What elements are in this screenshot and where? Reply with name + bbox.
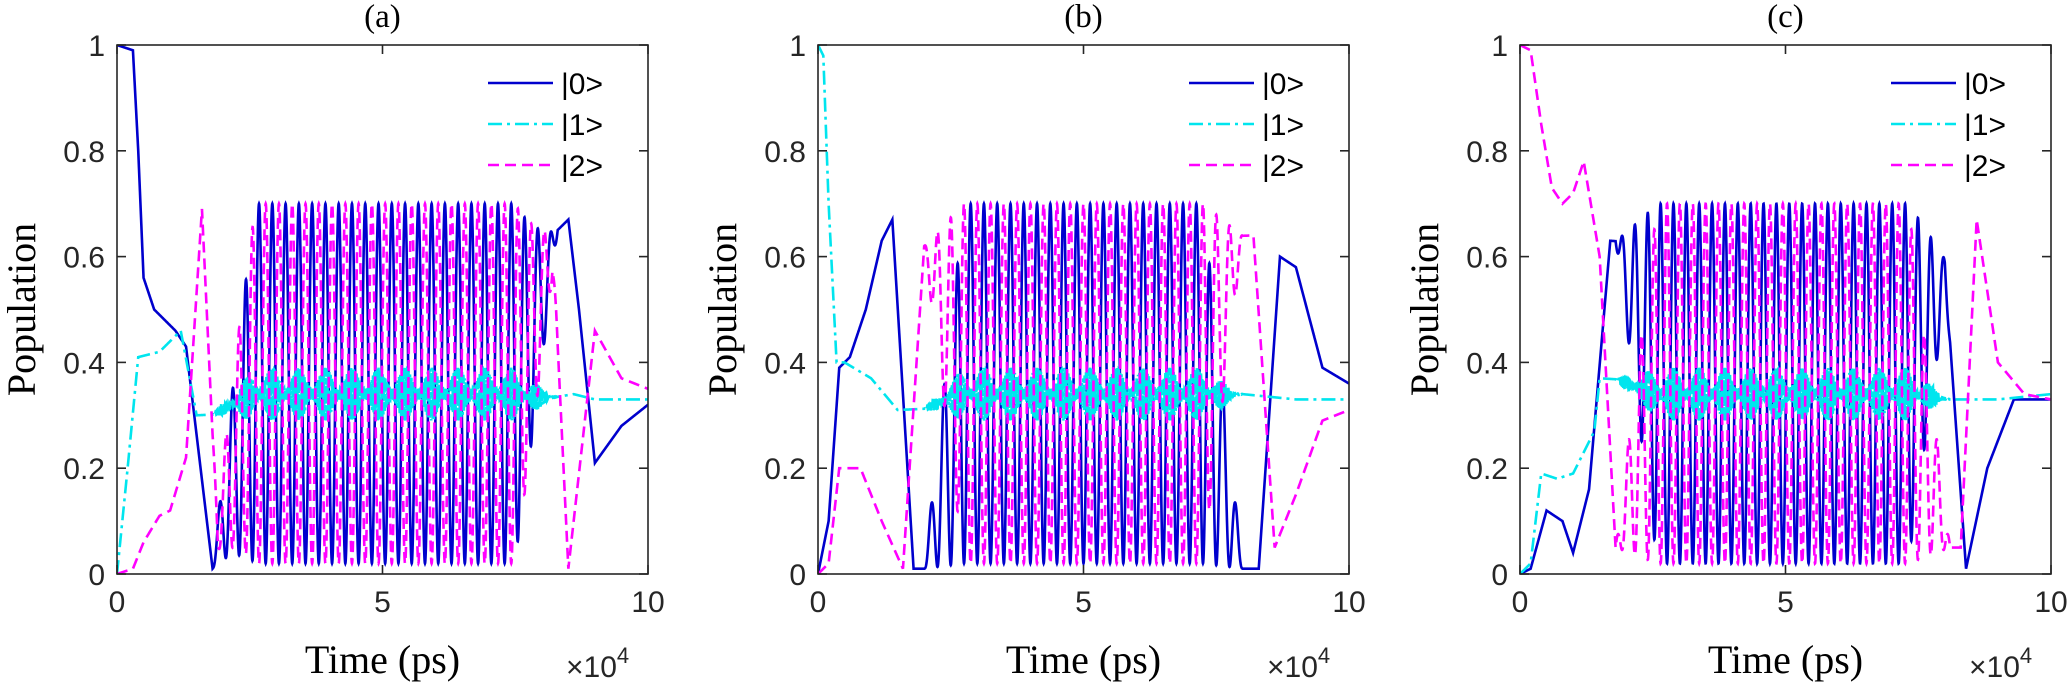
y-tick-label: 0.4 bbox=[63, 347, 105, 380]
panel-c: 00.20.40.60.810 5 10(c)Time (ps) ×104Popula… bbox=[1402, 0, 2068, 684]
y-axis-label: Population bbox=[1402, 223, 1447, 396]
x-tick-label: 5 bbox=[1075, 586, 1092, 619]
y-tick-label: 0.2 bbox=[63, 453, 105, 486]
legend-label-state-1: |1> bbox=[1262, 109, 1304, 142]
y-tick-label: 1 bbox=[88, 30, 105, 63]
plot-area bbox=[1520, 45, 2051, 574]
legend: |0> |1> |2> bbox=[1891, 68, 2006, 183]
y-tick-label: 0.8 bbox=[63, 136, 105, 169]
legend: |0> |1> |2> bbox=[488, 68, 603, 183]
series-line-state-1 bbox=[818, 45, 1349, 421]
x-exponent-label: ×104 bbox=[566, 643, 629, 684]
y-tick-label: 0.4 bbox=[764, 347, 806, 380]
x-exponent-label: ×104 bbox=[1969, 643, 2032, 684]
x-tick-label: 0 bbox=[1512, 586, 1529, 619]
series-line-state-2 bbox=[818, 199, 1349, 574]
x-exponent-power: 4 bbox=[617, 643, 629, 668]
plot-area bbox=[117, 45, 648, 574]
y-tick-label: 0.2 bbox=[764, 453, 806, 486]
x-exponent-power: 4 bbox=[2020, 643, 2032, 668]
y-tick-label: 0.6 bbox=[1466, 242, 1508, 275]
y-tick-label: 0.8 bbox=[764, 136, 806, 169]
panel-title: (a) bbox=[364, 0, 401, 35]
legend: |0> |1> |2> bbox=[1189, 68, 1304, 183]
y-tick-label: 0.4 bbox=[1466, 347, 1508, 380]
x-tick-label: 10 bbox=[631, 586, 664, 619]
panel-a: 00.20.40.60.810 5 10(a)Time (ps) ×104Popula… bbox=[0, 0, 665, 684]
y-tick-label: 0.6 bbox=[764, 242, 806, 275]
y-tick-label: 0 bbox=[789, 559, 806, 592]
y-tick-label: 0.6 bbox=[63, 242, 105, 275]
legend-label-state-1: |1> bbox=[1964, 109, 2006, 142]
legend-label-state-2: |2> bbox=[561, 150, 603, 183]
legend-label-state-2: |2> bbox=[1262, 150, 1304, 183]
legend-label-state-0: |0> bbox=[561, 68, 603, 101]
x-tick-label: 5 bbox=[1777, 586, 1794, 619]
legend-label-state-2: |2> bbox=[1964, 150, 2006, 183]
legend-label-state-0: |0> bbox=[1262, 68, 1304, 101]
x-exponent-power: 4 bbox=[1318, 643, 1330, 668]
y-tick-label: 0.2 bbox=[1466, 453, 1508, 486]
panel-title: (c) bbox=[1767, 0, 1804, 35]
y-tick-label: 0 bbox=[88, 559, 105, 592]
y-tick-label: 1 bbox=[789, 30, 806, 63]
series-line-state-0 bbox=[818, 200, 1349, 574]
y-axis-label: Population bbox=[700, 223, 745, 396]
x-exponent-prefix: ×10 bbox=[566, 651, 617, 684]
x-exponent-prefix: ×10 bbox=[1969, 651, 2020, 684]
x-tick-label: 0 bbox=[109, 586, 126, 619]
plot-area bbox=[818, 45, 1349, 574]
x-tick-label: 5 bbox=[374, 586, 391, 619]
series-line-state-2 bbox=[1520, 45, 2051, 568]
y-axis-label: Population bbox=[0, 223, 44, 396]
panel-b: 00.20.40.60.810 5 10(b)Time (ps) ×104Popula… bbox=[700, 0, 1366, 684]
series-line-state-2 bbox=[117, 199, 648, 574]
x-tick-label: 10 bbox=[1332, 586, 1365, 619]
x-axis-label: Time (ps) bbox=[1006, 637, 1161, 682]
legend-label-state-0: |0> bbox=[1964, 68, 2006, 101]
x-exponent-prefix: ×10 bbox=[1267, 651, 1318, 684]
series-line-state-0 bbox=[117, 45, 648, 572]
legend-label-state-1: |1> bbox=[561, 109, 603, 142]
x-axis-label: Time (ps) bbox=[305, 637, 460, 682]
x-exponent-label: ×104 bbox=[1267, 643, 1330, 684]
y-tick-label: 0.8 bbox=[1466, 136, 1508, 169]
y-tick-label: 1 bbox=[1491, 30, 1508, 63]
panel-title: (b) bbox=[1064, 0, 1102, 35]
x-tick-label: 0 bbox=[810, 586, 827, 619]
x-tick-label: 10 bbox=[2034, 586, 2067, 619]
x-axis-label: Time (ps) bbox=[1708, 637, 1863, 682]
y-tick-label: 0 bbox=[1491, 559, 1508, 592]
